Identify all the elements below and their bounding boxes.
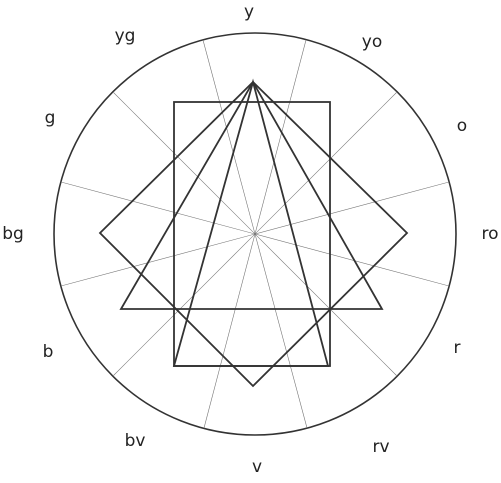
rectangle-shape <box>173 101 331 367</box>
wheel-circle <box>53 32 457 436</box>
hue-label-bg: bg <box>2 224 24 244</box>
hue-label-b: b <box>43 342 54 362</box>
hue-label-bv: bv <box>125 431 146 451</box>
hue-label-yo: yo <box>362 32 382 52</box>
diamond-shape <box>98 80 409 388</box>
hue-label-ro: ro <box>481 224 498 244</box>
hue-label-o: o <box>457 116 467 136</box>
spokes <box>60 39 450 429</box>
hue-labels: y yo o ro r rv v bv b bg g yg <box>2 2 498 477</box>
isosceles-triangle-shape <box>172 78 330 367</box>
spoke <box>112 91 398 377</box>
hue-label-r: r <box>454 338 461 358</box>
hue-label-y: y <box>244 2 254 22</box>
equilateral-triangle-shape <box>119 80 384 310</box>
hue-label-yg: yg <box>115 26 136 46</box>
hue-label-g: g <box>45 108 56 128</box>
hue-label-v: v <box>252 457 262 477</box>
hue-label-rv: rv <box>372 437 389 457</box>
